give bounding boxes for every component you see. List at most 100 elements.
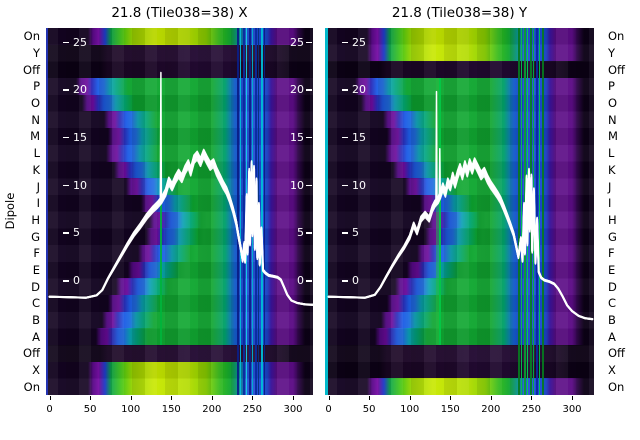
y-tick-label: 15 [73,130,87,144]
y-tick-label: 10 [73,178,87,192]
y-tick-label-right: 5 [297,226,304,240]
dipole-label: F [33,246,40,261]
x-tick-label: 0 [325,404,332,415]
artifact-stripe [264,28,265,395]
heatmap-row [325,44,594,62]
y-tick-label-right: 20 [290,83,304,97]
dipole-label: B [32,313,40,328]
dipole-label: Y [32,46,40,61]
y-tick-mark [342,280,348,282]
bandpass-line [327,158,594,320]
heatmap-row [325,244,594,262]
dipole-label: X [32,363,40,378]
heatmap-row [325,278,594,295]
y-tick-label: 0 [352,274,359,287]
y-tick-label-right: 10 [290,178,304,192]
y-tick-label: 5 [352,226,359,240]
x-tick-mark [49,396,51,400]
heatmap-row [325,111,594,129]
dipole-label: E [608,262,616,277]
heatmap-row [325,28,594,45]
x-tick-label: 300 [562,404,582,415]
x-tick-mark [369,396,371,400]
heatmap-row [325,345,594,362]
y-tick-label: 5 [73,226,80,240]
bandpass-line [159,71,163,204]
x-tick-mark [293,396,294,400]
dipole-label: D [608,279,617,294]
y-tick-mark-right [306,89,312,91]
dipole-label: C [608,296,617,311]
x-tick-label: 0 [46,404,53,415]
dipole-labels-left: On Y Off P O N M L K J I H G F E D C B A Off X On [0,28,40,395]
dipole-label: B [608,313,616,328]
dipole-label: H [608,212,617,227]
bandpass-line [48,148,313,306]
y-tick-mark [342,232,348,234]
x-tick-mark [328,396,330,400]
bandpass-line [327,160,594,321]
dipole-label: Off [23,62,40,77]
edge-column-artifact [46,28,48,395]
dipole-label: N [608,112,617,127]
x-tick-mark [490,396,492,400]
artifact-stripe [539,28,540,395]
y-tick-mark [63,184,69,187]
y-tick-label: 15 [352,130,366,144]
panel-title-y: 21.8 (Tile038=38) Y [391,5,528,21]
dipole-label: Off [608,346,625,361]
bandpass-line [48,151,313,306]
dipole-label: I [608,196,612,211]
heatmap-row [325,295,594,312]
x-tick-label: 50 [362,404,376,415]
dipole-label: A [608,329,616,344]
x-tick-label: 200 [202,404,222,415]
dipole-label: J [608,179,612,194]
dipole-label: O [30,96,40,111]
x-tick-mark [130,396,132,400]
artifact-stripe [243,28,245,395]
y-tick-label: 25 [73,35,87,49]
dipole-label: K [608,162,616,177]
y-tick-mark-right [306,280,312,282]
dipole-label: Off [23,346,40,361]
bandpass-curves [327,90,594,321]
artifact-stripe [240,28,241,395]
y-tick-mark [63,136,69,139]
y-tick-mark-right [306,232,312,234]
x-tick-label: 100 [400,404,420,415]
artifact-stripe [237,28,239,395]
y-tick-mark-right [306,41,312,43]
heatmap-row [325,128,594,145]
dipole-label: Off [608,62,625,77]
dipole-label: C [31,296,40,311]
dipole-label: J [36,179,40,194]
dipole-label: E [32,262,40,277]
x-tick-label: 150 [161,404,181,415]
bandpass-line [327,158,594,320]
dipole-label: N [31,112,40,127]
y-tick-mark [342,89,348,91]
x-tick-label: 200 [481,404,501,415]
dipole-label: M [30,129,40,144]
heatmap-row [325,361,594,379]
artifact-stripe [518,28,520,395]
dipole-label: D [31,279,40,294]
y-tick-label-right: 25 [290,35,304,49]
bandpass-line [435,90,438,205]
bandpass-line [327,160,594,320]
dipole-label: K [32,162,40,177]
dipole-label: G [31,229,40,244]
artifact-stripe [536,28,538,395]
y-tick-label-right: 0 [297,274,304,287]
heatmap-row [325,78,594,95]
artifact-stripe [521,28,522,395]
x-tick-label: 100 [121,404,141,415]
dipole-label: On [608,379,625,394]
dipole-label: L [608,146,615,161]
dipole-label: H [31,212,40,227]
dipole-label: I [36,196,40,211]
edge-column-artifact [325,28,328,395]
y-tick-mark [342,136,348,139]
artifact-stripe [542,28,544,395]
